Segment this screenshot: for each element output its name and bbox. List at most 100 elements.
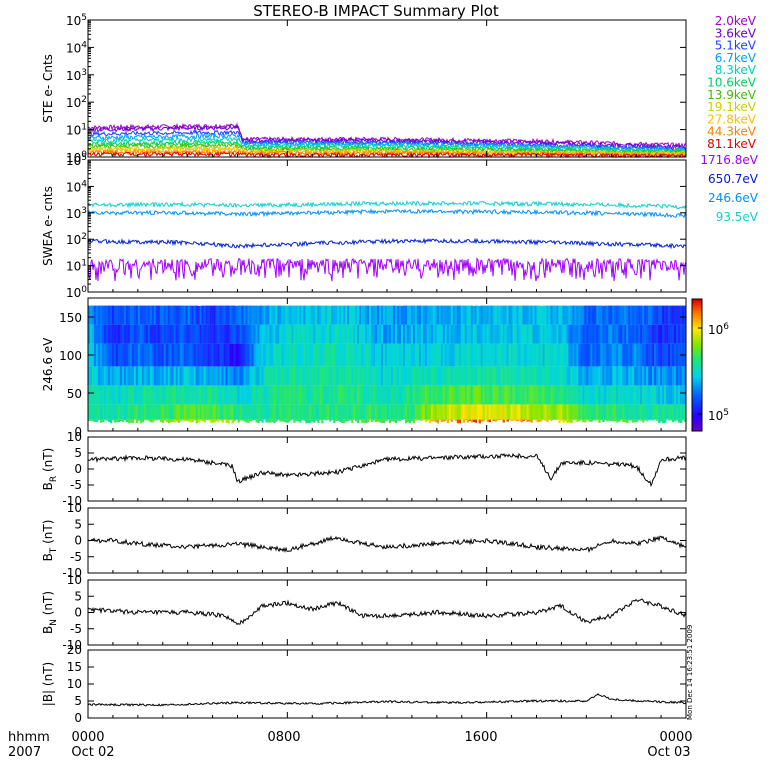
pad-heatmap-cell [211, 419, 214, 423]
y-tick-label: 5 [74, 694, 82, 708]
pad-heatmap-cell [408, 419, 412, 424]
pad-heatmap-cell [570, 343, 573, 367]
pad-heatmap-cell [347, 324, 350, 344]
pad-heatmap-cell [323, 324, 326, 344]
pad-heatmap-cell [500, 343, 503, 367]
pad-heatmap-cell [245, 385, 248, 405]
pad-heatmap-cell [568, 404, 571, 420]
pad-heatmap-cell [187, 404, 190, 420]
pad-heatmap-cell [221, 343, 224, 367]
pad-heatmap-cell [470, 324, 474, 344]
pad-heatmap-cell [279, 419, 282, 422]
pad-heatmap-cell [235, 404, 238, 420]
pad-heatmap-cell [349, 366, 352, 386]
pad-heatmap-cell [95, 324, 99, 344]
pad-heatmap-cell [363, 305, 366, 325]
pad-heatmap-cell [131, 385, 135, 405]
pad-heatmap-cell [229, 385, 232, 405]
pad-heatmap-cell [568, 305, 571, 325]
pad-heatmap-cell [430, 419, 434, 422]
pad-heatmap-cell [518, 343, 521, 367]
pad-heatmap-cell [327, 324, 330, 344]
pad-heatmap-cell [498, 366, 501, 386]
pad-heatmap-cell [115, 324, 119, 344]
pad-heatmap-cell [323, 404, 326, 420]
pad-heatmap-cell [109, 404, 113, 420]
pad-heatmap-cell [147, 305, 151, 325]
pad-heatmap-cell [189, 404, 192, 420]
pad-heatmap-cell [650, 404, 653, 420]
pad-heatmap-cell [325, 305, 328, 325]
pad-heatmap-cell [101, 343, 105, 367]
br-series-line [87, 452, 687, 488]
pad-heatmap-cell [676, 419, 679, 421]
pad-heatmap-cell [237, 385, 240, 405]
pad-heatmap-cell [594, 305, 597, 325]
pad-heatmap-cell [424, 385, 428, 405]
pad-heatmap-cell [299, 343, 302, 367]
pad-heatmap-cell [129, 324, 133, 344]
pad-heatmap-cell [590, 366, 593, 386]
pad-heatmap-cell [528, 324, 531, 344]
pad-heatmap-cell [147, 419, 151, 422]
pad-heatmap-cell [428, 404, 432, 420]
pad-heatmap-cell [357, 343, 360, 367]
pad-heatmap-cell [275, 404, 278, 420]
pad-heatmap-cell [626, 305, 629, 325]
pad-heatmap-cell [460, 404, 464, 420]
pad-heatmap-cell [251, 404, 254, 420]
pad-heatmap-cell [472, 404, 475, 420]
pad-heatmap-cell [560, 385, 563, 405]
pad-heatmap-cell [542, 366, 545, 386]
pad-heatmap-cell [131, 419, 135, 423]
pad-heatmap-cell [213, 385, 216, 405]
pad-heatmap-cell [678, 366, 681, 386]
pad-heatmap-cell [199, 385, 202, 405]
pad-heatmap-cell [544, 324, 547, 344]
pad-heatmap-cell [538, 324, 541, 344]
pad-heatmap-cell [526, 366, 529, 386]
pad-heatmap-cell [442, 404, 446, 420]
pad-heatmap-cell [153, 385, 157, 405]
pad-heatmap-cell [333, 385, 336, 405]
pad-heatmap-cell [143, 343, 147, 367]
colorbar-segment [692, 397, 702, 400]
pad-heatmap-cell [319, 305, 322, 325]
pad-heatmap-cell [113, 366, 117, 386]
pad-heatmap-cell [189, 385, 192, 405]
pad-heatmap-cell [598, 366, 601, 386]
pad-heatmap-cell [536, 419, 539, 423]
pad-heatmap-cell [345, 366, 348, 386]
pad-heatmap-cell [385, 305, 388, 325]
pad-heatmap-cell [396, 419, 400, 421]
pad-heatmap-cell [219, 324, 222, 344]
pad-heatmap-cell [181, 343, 184, 367]
pad-heatmap-cell [101, 419, 105, 423]
pad-heatmap-cell [674, 305, 677, 325]
pad-heatmap-cell [610, 385, 613, 405]
pad-heatmap-cell [446, 404, 450, 420]
pad-heatmap-cell [207, 404, 210, 420]
pad-heatmap-cell [163, 324, 167, 344]
pad-heatmap-cell [660, 419, 663, 422]
pad-heatmap-cell [676, 343, 679, 367]
pad-heatmap-cell [315, 324, 318, 344]
pad-heatmap-cell [377, 343, 380, 367]
pad-heatmap-cell [528, 404, 531, 420]
pad-heatmap-cell [486, 305, 489, 325]
pad-heatmap-cell [540, 419, 543, 422]
pad-heatmap-cell [313, 366, 316, 386]
pad-heatmap-cell [590, 324, 593, 344]
pad-heatmap-cell [428, 305, 432, 325]
pad-heatmap-cell [341, 419, 344, 423]
pad-heatmap-cell [267, 404, 270, 420]
pad-heatmap-cell [345, 324, 348, 344]
pad-heatmap-cell [275, 324, 278, 344]
pad-heatmap-cell [231, 385, 234, 405]
pad-heatmap-cell [375, 366, 378, 386]
pad-heatmap-cell [233, 404, 236, 420]
time-axis-label-hhmm: hhmm [8, 730, 50, 745]
pad-heatmap-cell [331, 404, 334, 420]
pad-heatmap-cell [343, 419, 346, 424]
pad-heatmap-cell [390, 343, 394, 367]
